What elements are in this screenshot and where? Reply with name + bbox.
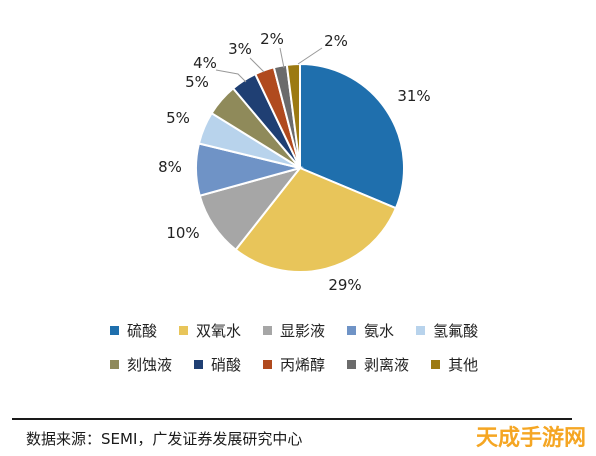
data-label-3: 8% [158,158,182,176]
legend-row-0: 硫酸 双氧水 显影液 氨水 氢氟酸 [110,318,530,342]
pie-chart: 31% 29% 10% 8% 5% 5% 4% 3% 2% 2% [158,30,431,294]
data-label-4: 5% [166,109,190,127]
legend-swatch [194,359,204,369]
leader-line-9 [297,47,323,65]
legend-swatch [347,325,357,335]
legend-swatch [416,325,426,335]
data-label-8: 2% [260,30,284,48]
data-label-9: 2% [324,32,348,50]
legend-item-9: 其他 [431,354,478,375]
data-label-0: 31% [397,87,430,105]
divider-line [12,418,572,420]
legend-label: 丙烯醇 [280,355,326,374]
legend-swatch [431,359,441,369]
legend-item-8: 剥离液 [347,354,409,375]
legend-item-2: 显影液 [263,320,325,341]
leader-line-8 [279,47,285,69]
pie-slice-0 [299,62,405,210]
legend-label: 其他 [448,355,479,374]
legend-item-3: 氨水 [347,320,394,341]
legend-item-6: 硝酸 [194,354,241,375]
legend-swatch [347,359,357,369]
data-label-5: 5% [185,73,209,91]
legend-label: 氨水 [364,321,395,340]
legend-swatch [263,325,273,335]
leader-line-6 [215,69,247,83]
legend-item-4: 氢氟酸 [416,320,478,341]
legend-label: 氢氟酸 [433,321,479,340]
pie-slice-9 [285,62,301,169]
legend-item-0: 硫酸 [110,320,157,341]
data-label-6: 4% [193,54,217,72]
legend-swatch [110,325,119,335]
leader-line-7 [249,57,265,73]
legend-item-1: 双氧水 [179,320,241,341]
legend-swatch [110,359,119,369]
watermark: 天成手游网 [475,426,586,451]
legend-label: 剥离液 [364,355,410,374]
legend-label: 显影液 [280,321,326,340]
legend-swatch [179,325,189,335]
legend-label: 刻蚀液 [127,355,173,374]
source-note: 数据来源：SEMI，广发证券发展研究中心 [26,430,303,448]
legend-label: 双氧水 [196,321,242,340]
data-label-2: 10% [166,224,199,242]
data-label-1: 29% [328,276,361,294]
legend-label: 硫酸 [127,321,158,340]
data-label-7: 3% [228,40,252,58]
legend-label: 硝酸 [211,355,242,374]
legend-row-1: 刻蚀液 硝酸 丙烯醇 剥离液 其他 [110,352,530,376]
pie-svg: 31%29%10%8%5%5%4%3%2% 2% [158,30,431,294]
legend-swatch [263,359,273,369]
pie-slice-1 [234,166,398,273]
legend-item-7: 丙烯醇 [263,354,325,375]
legend: 硫酸 双氧水 显影液 氨水 氢氟酸刻蚀液 硝酸 丙烯醇 剥离液 其他 [110,318,530,386]
legend-item-5: 刻蚀液 [110,354,172,375]
